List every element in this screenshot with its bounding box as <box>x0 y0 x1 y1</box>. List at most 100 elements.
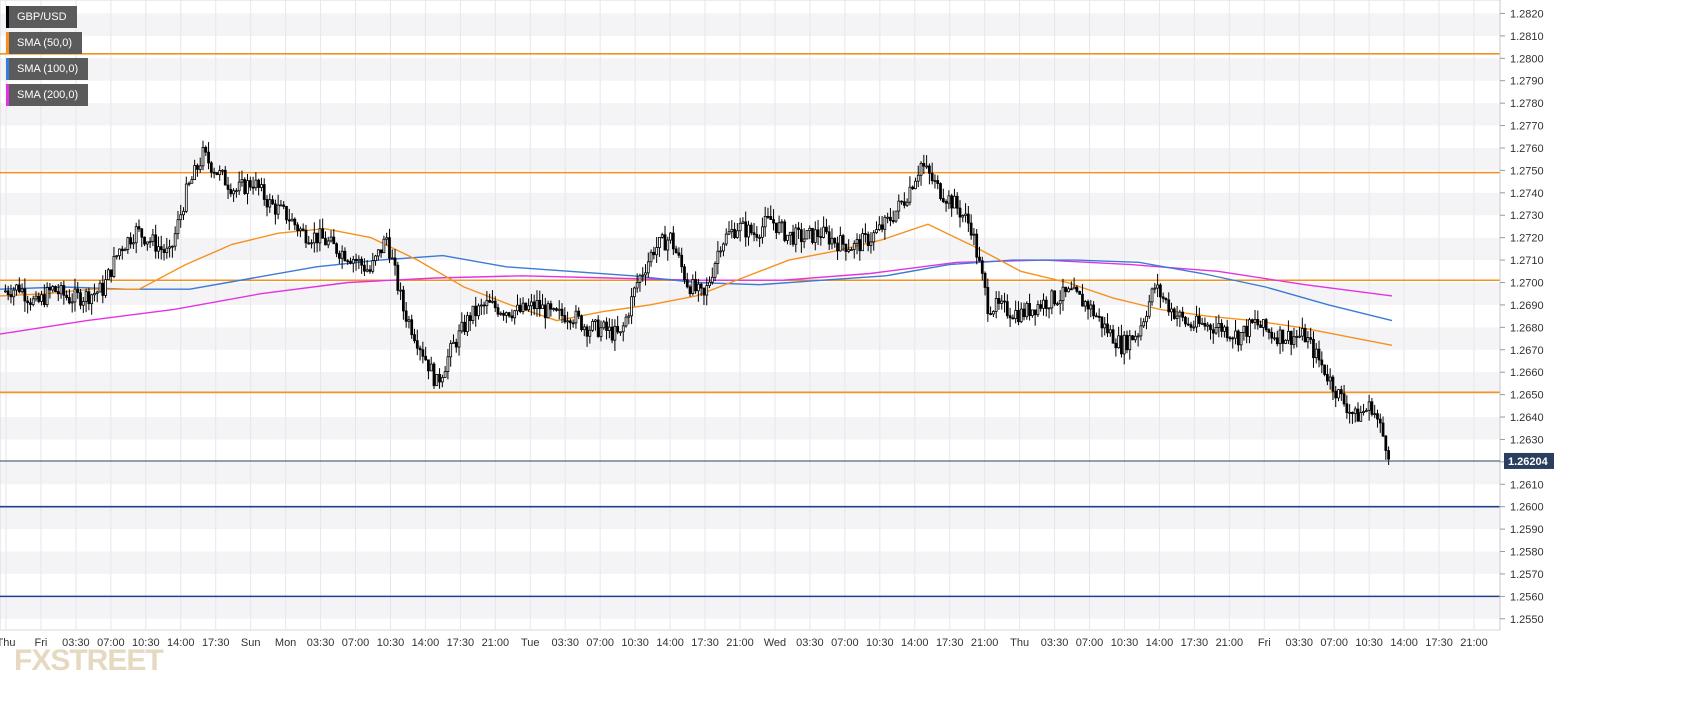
candle-body <box>349 260 352 264</box>
candle-body <box>215 172 219 175</box>
candle-body <box>994 298 998 312</box>
legend-item-sma50[interactable]: SMA (50,0) <box>6 32 83 54</box>
legend-item-sma100[interactable]: SMA (100,0) <box>6 58 89 80</box>
x-tick-label: Thu <box>1010 637 1029 649</box>
candle-body <box>182 210 185 216</box>
candle-body <box>1220 323 1223 332</box>
x-tick-label: 03:30 <box>551 637 579 649</box>
candle-body <box>101 282 105 296</box>
candle-body <box>1373 413 1377 416</box>
candle-body <box>861 233 864 252</box>
candle-body <box>1236 330 1240 346</box>
x-tick-label: 03:30 <box>796 637 824 649</box>
candle-body <box>221 169 224 172</box>
candle-body <box>752 232 756 235</box>
y-tick-label: 1.2750 <box>1510 165 1544 177</box>
y-tick-label: 1.2740 <box>1510 188 1544 200</box>
candle-body <box>866 233 870 246</box>
candle-body <box>435 374 439 387</box>
candle-body <box>911 186 915 190</box>
candle-body <box>599 327 603 337</box>
candle-body <box>513 310 517 319</box>
candle-body <box>1317 348 1321 361</box>
candle-body <box>691 279 695 295</box>
candle-body <box>894 210 898 222</box>
candle-body <box>502 312 505 316</box>
candle-body <box>9 294 13 298</box>
candle-body <box>1195 315 1198 328</box>
y-tick-label: 1.2670 <box>1510 345 1544 357</box>
candle-body <box>457 330 461 348</box>
candle-body <box>1145 315 1148 323</box>
candle-body <box>410 319 414 336</box>
candle-body <box>340 250 344 259</box>
candle-body <box>1172 308 1176 319</box>
candle-body <box>179 214 183 221</box>
candle-body <box>218 170 222 175</box>
candle-body <box>479 304 483 307</box>
x-tick-label: Mon <box>275 637 296 649</box>
candle-body <box>84 291 88 302</box>
candle-body <box>1061 286 1065 302</box>
legend-item-sma200[interactable]: SMA (200,0) <box>6 84 89 106</box>
candle-body <box>624 316 628 327</box>
candle-body <box>171 245 174 248</box>
candle-body <box>106 269 110 281</box>
candle-body <box>855 239 859 244</box>
candle-body <box>466 315 469 333</box>
candle-body <box>568 320 572 324</box>
candle-body <box>176 219 180 235</box>
candle-body <box>925 165 928 168</box>
candle-body <box>594 319 597 322</box>
x-tick-label: 14:00 <box>1146 637 1174 649</box>
candle-body <box>947 195 951 204</box>
candle-body <box>132 242 135 245</box>
candle-body <box>376 249 380 257</box>
candle-body <box>56 291 60 295</box>
candle-body <box>641 274 645 277</box>
candle-body <box>237 181 241 192</box>
candle-body <box>374 255 377 262</box>
candle-body <box>393 257 397 266</box>
candle-body <box>335 243 338 254</box>
candle-body <box>546 303 550 319</box>
candle-body <box>749 224 753 234</box>
candle-body <box>273 203 277 215</box>
candle-body <box>140 228 144 238</box>
candle-body <box>799 229 803 243</box>
y-tick-label: 1.2690 <box>1510 300 1544 312</box>
candle-body <box>1083 301 1087 307</box>
candle-body <box>649 251 653 263</box>
candle-body <box>1278 329 1282 345</box>
candle-body <box>507 312 511 317</box>
candle-body <box>312 232 316 244</box>
x-tick-label: 14:00 <box>1390 637 1418 649</box>
candle-body <box>45 287 49 306</box>
candle-body <box>538 299 542 310</box>
candle-body <box>407 319 411 322</box>
candle-body <box>791 231 795 245</box>
candle-body <box>1033 309 1037 316</box>
candle-body <box>318 228 322 244</box>
y-tick-label: 1.2810 <box>1510 31 1544 43</box>
candle-body <box>1175 315 1179 319</box>
candle-body <box>638 275 642 283</box>
candle-body <box>310 242 313 245</box>
candle-body <box>719 250 723 253</box>
candle-body <box>93 292 96 296</box>
legend-item-gbpusd[interactable]: GBP/USD <box>6 6 77 28</box>
candle-body <box>571 322 575 325</box>
candle-body <box>1095 315 1098 318</box>
candle-body <box>493 300 497 309</box>
candle-body <box>1142 321 1146 327</box>
candle-body <box>429 363 433 372</box>
candle-body <box>666 239 670 251</box>
candle-body <box>1328 376 1332 382</box>
candle-body <box>1351 411 1354 415</box>
x-tick-label: 21:00 <box>482 637 510 649</box>
x-tick-label: 07:00 <box>97 637 125 649</box>
candle-body <box>271 199 274 205</box>
candle-body <box>916 174 920 182</box>
candle-body <box>747 224 750 238</box>
candle-body <box>1326 374 1329 382</box>
